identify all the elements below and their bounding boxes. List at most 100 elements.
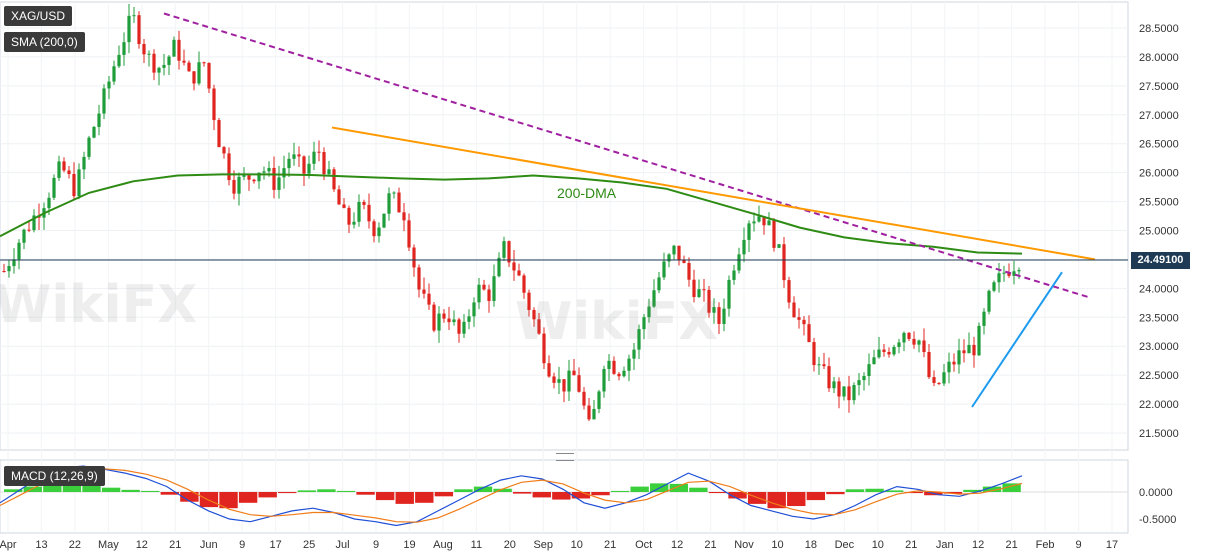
- candle-body: [182, 60, 186, 63]
- candle-body: [292, 154, 296, 159]
- candle-body: [702, 289, 706, 291]
- candle-body: [2, 271, 6, 272]
- candle-body: [542, 333, 546, 364]
- candle-body: [617, 373, 621, 377]
- macd-histogram-bar: [689, 487, 708, 492]
- candle-body: [107, 81, 111, 89]
- candle-body: [432, 304, 436, 331]
- macd-histogram-bar: [4, 489, 23, 492]
- x-tick-label: 21: [905, 539, 917, 551]
- macd-histogram-bar: [943, 492, 963, 494]
- candle-body: [27, 229, 31, 231]
- candle-body: [722, 308, 726, 324]
- macd-histogram-bar: [904, 492, 923, 494]
- candle-body: [382, 213, 386, 228]
- x-tick-label: 10: [872, 539, 884, 551]
- candle-body: [257, 172, 261, 182]
- candle-body: [142, 44, 146, 55]
- macd-histogram-bar: [101, 487, 121, 492]
- candle-body: [737, 254, 741, 271]
- candle-body: [692, 279, 696, 297]
- candle-body: [802, 319, 806, 325]
- x-tick-label: Jun: [200, 539, 218, 551]
- candle-body: [357, 202, 361, 222]
- current-price-tag: 24.49100: [1131, 252, 1190, 269]
- candle-body: [867, 364, 871, 377]
- candle-body: [907, 332, 911, 339]
- candle-body: [687, 262, 691, 280]
- y-tick-label: 23.0000: [1139, 341, 1179, 353]
- candle-body: [652, 290, 656, 307]
- candle-body: [792, 302, 796, 318]
- macd-histogram-bar: [1002, 483, 1021, 492]
- x-tick-label: 21: [604, 539, 616, 551]
- x-tick-label: Jan: [936, 539, 954, 551]
- candle-body: [1002, 272, 1006, 274]
- macd-histogram-bar: [669, 483, 688, 492]
- x-tick-label: 18: [805, 539, 817, 551]
- candle-body: [787, 280, 791, 303]
- candle-body: [157, 67, 161, 73]
- candle-body: [397, 192, 401, 213]
- candle-body: [727, 279, 731, 309]
- candle-body: [812, 342, 816, 366]
- symbol-badge[interactable]: XAG/USD: [4, 6, 73, 26]
- macd-histogram-bar: [141, 490, 160, 492]
- x-tick-label: 9: [239, 539, 245, 551]
- candle-body: [672, 245, 676, 255]
- candle-body: [372, 221, 376, 237]
- candle-body: [327, 169, 331, 175]
- candle-body: [347, 207, 351, 225]
- candle-body: [172, 39, 176, 57]
- candle-body: [377, 227, 381, 237]
- sma-badge[interactable]: SMA (200,0): [4, 32, 85, 52]
- candle-body: [842, 386, 846, 397]
- candle-body: [7, 266, 11, 272]
- macd-histogram-bar: [982, 486, 1002, 492]
- x-tick-label: 17: [270, 539, 282, 551]
- macd-histogram-bar: [767, 492, 786, 509]
- macd-badge[interactable]: MACD (12,26,9): [4, 466, 105, 486]
- candle-body: [122, 42, 126, 55]
- macd-histogram-bar: [23, 486, 42, 492]
- candle-body: [997, 273, 1001, 283]
- candle-body: [667, 254, 671, 262]
- pane-resize-handle[interactable]: [556, 453, 574, 461]
- watermark: WikiFX: [0, 275, 198, 335]
- candle-body: [202, 62, 206, 64]
- candle-body: [62, 161, 66, 171]
- candle-body: [857, 380, 861, 386]
- candle-body: [632, 349, 636, 359]
- candle-body: [947, 361, 951, 373]
- candle-body: [102, 88, 106, 114]
- macd-histogram-bar: [630, 486, 649, 492]
- y-tick-label: 21.5000: [1139, 428, 1179, 440]
- x-tick-label: 20: [504, 539, 516, 551]
- macd-histogram-bar: [493, 488, 512, 492]
- candle-body: [487, 289, 491, 301]
- candle-body: [897, 342, 901, 347]
- candle-body: [317, 151, 321, 153]
- candle-body: [872, 357, 876, 365]
- candle-body: [417, 267, 421, 290]
- candle-body: [437, 313, 441, 331]
- candle-body: [902, 332, 906, 343]
- candle-body: [392, 192, 396, 194]
- x-tick-label: 22: [69, 539, 81, 551]
- y-tick-label: 24.0000: [1139, 283, 1179, 295]
- candle-body: [597, 391, 601, 409]
- candle-body: [77, 169, 81, 197]
- candle-body: [302, 156, 306, 174]
- macd-histogram-bar: [375, 492, 395, 501]
- x-tick-label: 9: [373, 539, 379, 551]
- candle-body: [657, 277, 661, 291]
- candle-body: [22, 229, 26, 243]
- macd-histogram-bar: [787, 492, 806, 507]
- candle-body: [247, 175, 251, 180]
- candle-body: [707, 289, 711, 313]
- candle-body: [522, 275, 526, 293]
- x-tick-label: 21: [704, 539, 716, 551]
- x-tick-label: Nov: [734, 539, 754, 551]
- candle-body: [207, 63, 211, 89]
- macd-histogram-bar: [258, 492, 277, 498]
